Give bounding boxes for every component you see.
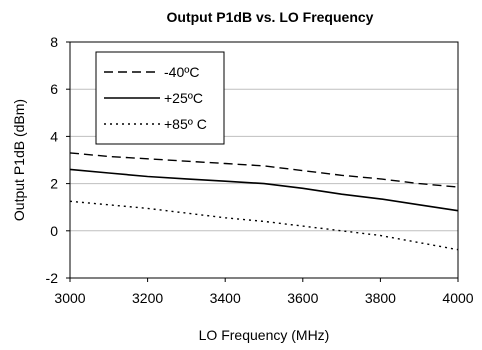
x-tick-label: 3800 (365, 290, 396, 306)
y-tick-label: 8 (50, 34, 58, 50)
series-line-0 (69, 152, 459, 188)
y-tick-label: 0 (50, 223, 58, 239)
legend-label-0: -40ºC (164, 64, 199, 80)
x-tick-label: 3200 (132, 290, 163, 306)
series-line-2 (69, 200, 459, 251)
x-axis-ticks: 3000 3200 3400 3600 3800 4000 (54, 278, 474, 306)
x-tick-label: 3600 (287, 290, 318, 306)
y-tick-label: 6 (50, 81, 58, 97)
x-tick-label: 3000 (54, 290, 85, 306)
y-tick-label: -2 (46, 270, 59, 286)
legend: -40ºC +25ºC +85º C (95, 51, 225, 145)
x-axis-label: LO Frequency (MHz) (199, 327, 330, 343)
series-lines (69, 152, 459, 251)
y-axis-label: Output P1dB (dBm) (11, 99, 27, 221)
y-tick-label: 4 (50, 128, 58, 144)
x-tick-label: 4000 (442, 290, 473, 306)
plot-area-frame (69, 41, 459, 279)
y-axis-ticks: -2 0 2 4 6 8 (46, 34, 70, 286)
legend-label-1: +25ºC (164, 90, 203, 106)
y-tick-label: 2 (50, 176, 58, 192)
x-tick-label: 3400 (210, 290, 241, 306)
chart-title: Output P1dB vs. LO Frequency (167, 9, 374, 25)
series-line-1 (69, 168, 459, 212)
legend-label-2: +85º C (164, 116, 207, 132)
